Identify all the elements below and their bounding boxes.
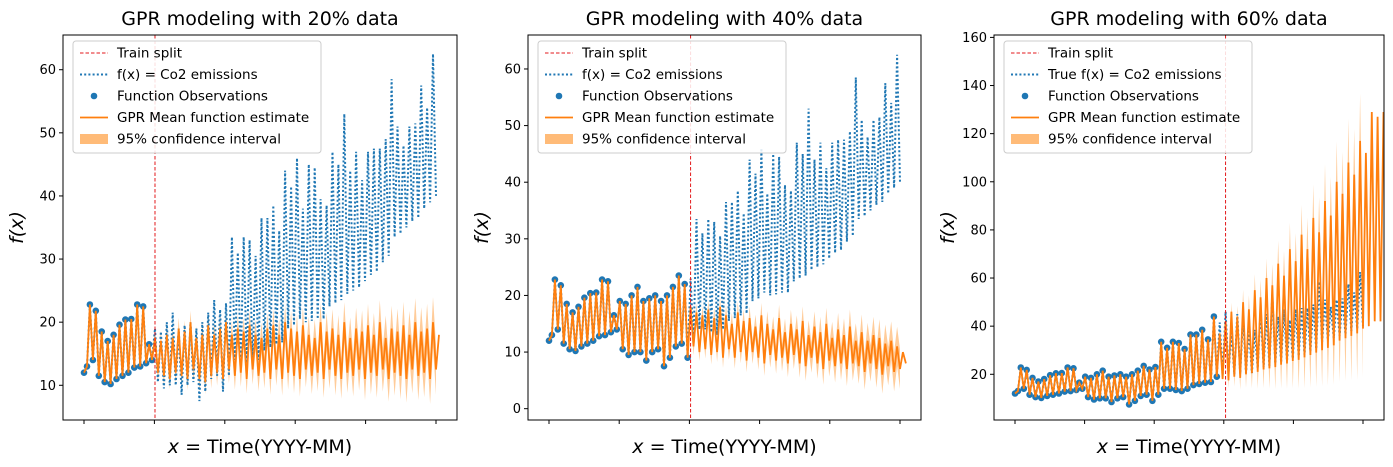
- legend-confidence-handle: [545, 134, 573, 144]
- legend: Train split f(x) = Co2 emissions Function …: [537, 40, 787, 154]
- x-axis-label-var: x: [631, 436, 644, 458]
- legend-confidence-handle: [80, 134, 108, 144]
- y-axis-label: f(x): [6, 211, 28, 244]
- y-tick-label: 30: [504, 232, 521, 247]
- x-axis-label-var: x: [1096, 436, 1109, 458]
- legend-entry-label: 95% confidence interval: [117, 132, 281, 148]
- y-tick-label: 120: [962, 127, 987, 142]
- y-tick-label: 40: [970, 320, 987, 335]
- y-tick-label: 20: [970, 368, 987, 383]
- chart-title: GPR modeling with 40% data: [586, 8, 863, 30]
- legend: Train split f(x) = Co2 emissions Function …: [72, 40, 322, 154]
- legend-observations-handle: [555, 92, 563, 100]
- legend-entry-label: GPR Mean function estimate: [1048, 110, 1240, 126]
- y-tick-label: 80: [970, 223, 987, 238]
- y-tick-label: 160: [962, 31, 987, 46]
- plot-frame: [527, 34, 922, 421]
- x-axis-label-rest: = Time(YYYY-MM): [179, 436, 352, 458]
- true-function-line: [548, 54, 901, 367]
- plot-frame: [993, 34, 1385, 421]
- chart-title: GPR modeling with 20% data: [121, 8, 398, 30]
- legend-box: [72, 40, 322, 154]
- y-tick-label: 10: [504, 346, 521, 361]
- legend-entry-label: f(x) = Co2 emissions: [117, 67, 258, 83]
- gpr-mean-line: [83, 304, 440, 385]
- y-tick-label: 50: [39, 126, 56, 141]
- legend-entry-label: GPR Mean function estimate: [117, 110, 309, 126]
- chart-panel-3: 20 40 60 80 100 120 140 160 GPR modeling with 60…: [937, 8, 1385, 458]
- y-tick-label: 140: [962, 79, 987, 94]
- x-axis-label: x = Time(YYYY-MM): [1096, 436, 1281, 458]
- legend-entry-label: Train split: [1047, 46, 1113, 62]
- y-tick-label: 0: [513, 402, 521, 417]
- legend-entry-label: Function Observations: [582, 89, 733, 105]
- x-axis-label-var: x: [167, 436, 180, 458]
- legend-box: [537, 40, 787, 154]
- y-tick-label: 60: [504, 62, 521, 77]
- chart-title: GPR modeling with 60% data: [1050, 8, 1327, 30]
- x-axis-label: x = Time(YYYY-MM): [167, 436, 352, 458]
- gpr-mean-line: [548, 275, 907, 375]
- y-tick-label: 10: [39, 379, 56, 394]
- legend-entry-label: True f(x) = Co2 emissions: [1047, 67, 1222, 83]
- legend-entry-label: 95% confidence interval: [1048, 132, 1212, 148]
- y-tick-label: 60: [39, 63, 56, 78]
- y-axis-label: f(x): [471, 211, 493, 244]
- y-tick-label: 100: [962, 175, 987, 190]
- x-axis-label-rest: = Time(YYYY-MM): [1108, 436, 1281, 458]
- chart-panel-2: 0 10 20 30 40 50 60 GPR modeling with 40% data x…: [471, 8, 922, 458]
- legend-entry-label: Train split: [581, 46, 647, 62]
- y-tick-label: 50: [504, 119, 521, 134]
- y-tick-label: 20: [39, 316, 56, 331]
- legend-box: [1003, 40, 1253, 154]
- plot-frame: [62, 34, 458, 421]
- y-axis-label: f(x): [937, 211, 959, 244]
- legend-observations-handle: [90, 92, 98, 100]
- gpr-mean-line: [1014, 111, 1385, 405]
- observations-group: [80, 301, 156, 388]
- y-tick-label: 20: [504, 289, 521, 304]
- legend: Train split True f(x) = Co2 emissions Func…: [1003, 40, 1253, 154]
- legend-observations-handle: [1021, 92, 1029, 100]
- y-tick-label: 40: [39, 189, 56, 204]
- legend-entry-label: Train split: [116, 46, 182, 62]
- y-tick-label: 30: [39, 253, 56, 268]
- chart-panel-1: 10 20 30 40 50 60 GPR modeling with 20% data x …: [6, 8, 458, 458]
- legend-entry-label: Function Observations: [1048, 89, 1199, 105]
- legend-confidence-handle: [1011, 134, 1039, 144]
- x-axis-label-rest: = Time(YYYY-MM): [644, 436, 817, 458]
- y-tick-label: 40: [504, 176, 521, 191]
- legend-entry-label: GPR Mean function estimate: [582, 110, 774, 126]
- legend-entry-label: 95% confidence interval: [582, 132, 746, 148]
- x-axis-label: x = Time(YYYY-MM): [631, 436, 816, 458]
- legend-entry-label: Function Observations: [117, 89, 268, 105]
- y-tick-label: 60: [970, 272, 987, 287]
- legend-entry-label: f(x) = Co2 emissions: [582, 67, 723, 83]
